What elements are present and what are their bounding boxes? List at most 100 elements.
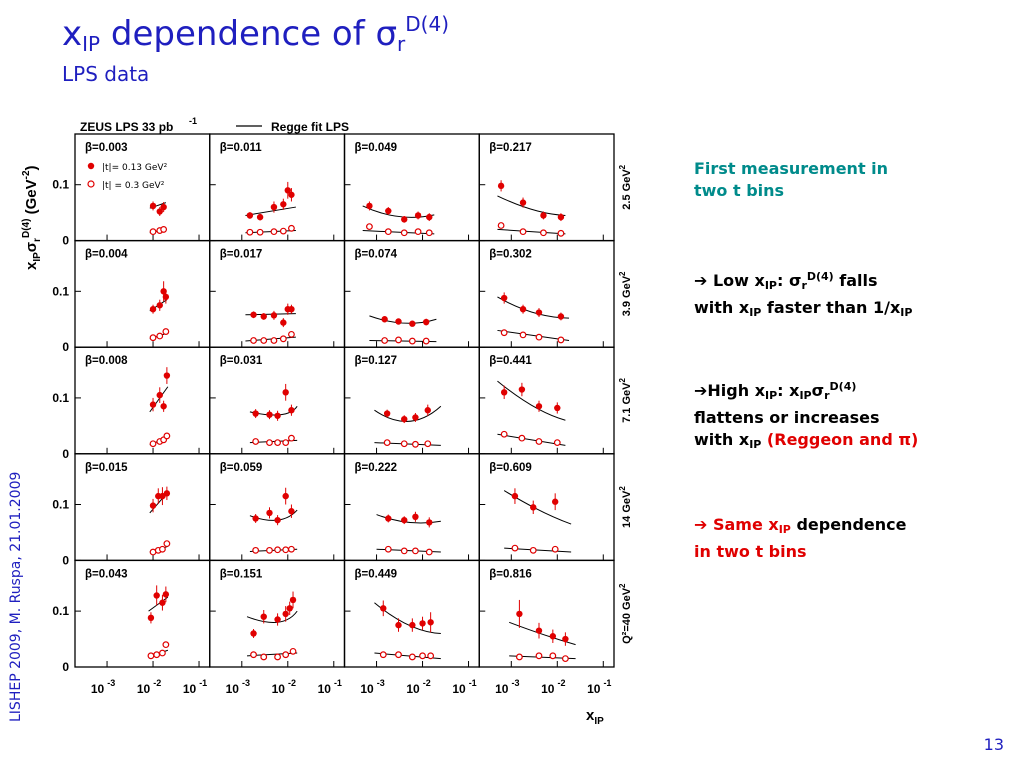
bullet-3-high: High x	[707, 381, 766, 400]
data-point-small-t	[149, 202, 157, 210]
data-point-large-t	[497, 222, 505, 229]
data-point-small-t	[530, 504, 537, 511]
data-point-small-t	[160, 288, 167, 295]
data-point-small-t	[156, 208, 163, 215]
bullet-2-ip3: IP	[900, 306, 913, 319]
data-point-large-t	[519, 228, 527, 236]
data-point-small-t	[286, 605, 293, 612]
y-tick-label: 0	[62, 553, 69, 567]
bullet-2-with: with x	[694, 298, 750, 317]
page-subtitle: LPS data	[62, 62, 150, 86]
legend-open-marker	[87, 180, 95, 188]
data-point-small-t	[256, 213, 264, 221]
beta-label: β=0.015	[85, 462, 128, 474]
bullet-4-ip: IP	[778, 523, 791, 536]
page-title: xIP dependence of σrD(4)	[62, 14, 449, 54]
data-point-small-t	[535, 627, 543, 634]
data-point-small-t	[246, 212, 254, 219]
beta-label: β=0.217	[489, 142, 532, 154]
data-point-large-t	[159, 649, 166, 657]
svg-text:xIPσrD(4) (GeV-2): xIPσrD(4) (GeV-2)	[21, 165, 43, 270]
beta-label: β=0.003	[85, 142, 128, 154]
data-point-large-t	[381, 337, 389, 344]
ylabel-x: x	[23, 261, 40, 270]
data-point-large-t	[149, 440, 157, 448]
x-tick-exp: -1	[603, 678, 611, 688]
data-point-small-t	[535, 403, 543, 410]
data-point-large-t	[162, 328, 170, 335]
data-point-large-t	[400, 229, 408, 237]
data-point-small-t	[519, 199, 527, 206]
data-point-large-t	[163, 432, 171, 440]
data-point-small-t	[280, 319, 287, 326]
data-point-large-t	[549, 652, 557, 660]
data-point-large-t	[425, 229, 433, 237]
x-tick-label: 10 -3	[360, 678, 384, 696]
ylabel-sup: D(4)	[21, 219, 32, 238]
data-point-small-t	[500, 389, 508, 396]
x-tick-label: 10 -1	[318, 678, 342, 696]
fit-curve-small-t	[503, 490, 572, 525]
beta-label: β=0.151	[220, 568, 263, 580]
data-point-small-t	[500, 294, 508, 302]
data-point-large-t	[250, 651, 257, 659]
x-tick-label: 10 -3	[226, 678, 250, 696]
x-tick-base: 10	[183, 682, 197, 696]
data-point-small-t	[409, 320, 416, 327]
y-tick-label: 0	[62, 340, 69, 354]
x-tick-label: 10 -1	[587, 678, 611, 696]
q2-label: Q²=40 GeV2	[618, 583, 633, 644]
data-point-small-t	[284, 187, 291, 194]
x-tick-base: 10	[360, 682, 374, 696]
x-tick-label: 10 -3	[495, 678, 519, 696]
xlabel-x: x	[586, 707, 595, 724]
data-point-large-t	[400, 547, 408, 555]
data-point-large-t	[500, 430, 508, 438]
data-point-small-t	[427, 619, 434, 626]
data-point-small-t	[160, 203, 167, 211]
data-point-large-t	[260, 337, 268, 344]
data-point-small-t	[549, 633, 557, 640]
x-tick-base: 10	[452, 682, 466, 696]
data-point-large-t	[288, 224, 295, 232]
data-point-large-t	[518, 434, 526, 442]
x-axis-label: xIP	[586, 707, 604, 727]
bullet-1-line-2: two t bins	[694, 181, 785, 200]
bullet-2-faster: faster than 1/x	[761, 298, 901, 317]
data-point-small-t	[385, 515, 392, 522]
title-x: x	[62, 14, 83, 54]
x-tick-exp: -2	[557, 678, 565, 688]
data-point-large-t	[535, 333, 543, 341]
data-point-small-t	[562, 635, 569, 643]
bullet-3-sup: D(4)	[829, 380, 857, 393]
data-point-large-t	[515, 653, 523, 661]
beta-label: β=0.049	[355, 142, 398, 154]
data-point-small-t	[252, 515, 259, 522]
fit-curve-large-t	[497, 329, 570, 341]
bullet-2-low: Low x	[707, 271, 765, 290]
beta-label: β=0.222	[355, 462, 398, 474]
fit-curve-small-t	[497, 380, 566, 421]
data-point-small-t	[426, 213, 433, 221]
ylabel-unit: (GeV	[23, 179, 40, 218]
q2-label: 3.9 GeV2	[618, 271, 633, 316]
beta-label: β=0.043	[85, 568, 128, 580]
bullet-2-ip1: IP	[764, 279, 777, 292]
data-point-large-t	[561, 655, 569, 663]
panel-frame	[478, 559, 615, 668]
data-point-large-t	[282, 439, 290, 447]
bullet-3-with: with x	[694, 430, 750, 449]
data-point-large-t	[274, 653, 281, 661]
data-point-large-t	[279, 335, 287, 343]
data-point-small-t	[401, 516, 408, 524]
data-point-small-t	[383, 410, 391, 417]
data-point-small-t	[385, 207, 392, 215]
q2-label-sup: 2	[618, 583, 627, 588]
y-tick-label: 0.1	[52, 498, 69, 512]
data-point-large-t	[256, 228, 264, 236]
data-point-large-t	[557, 336, 565, 344]
data-point-small-t	[424, 407, 431, 414]
x-tick-exp: -3	[107, 678, 115, 688]
data-point-large-t	[500, 329, 508, 337]
y-tick-label: 0.1	[52, 284, 69, 298]
